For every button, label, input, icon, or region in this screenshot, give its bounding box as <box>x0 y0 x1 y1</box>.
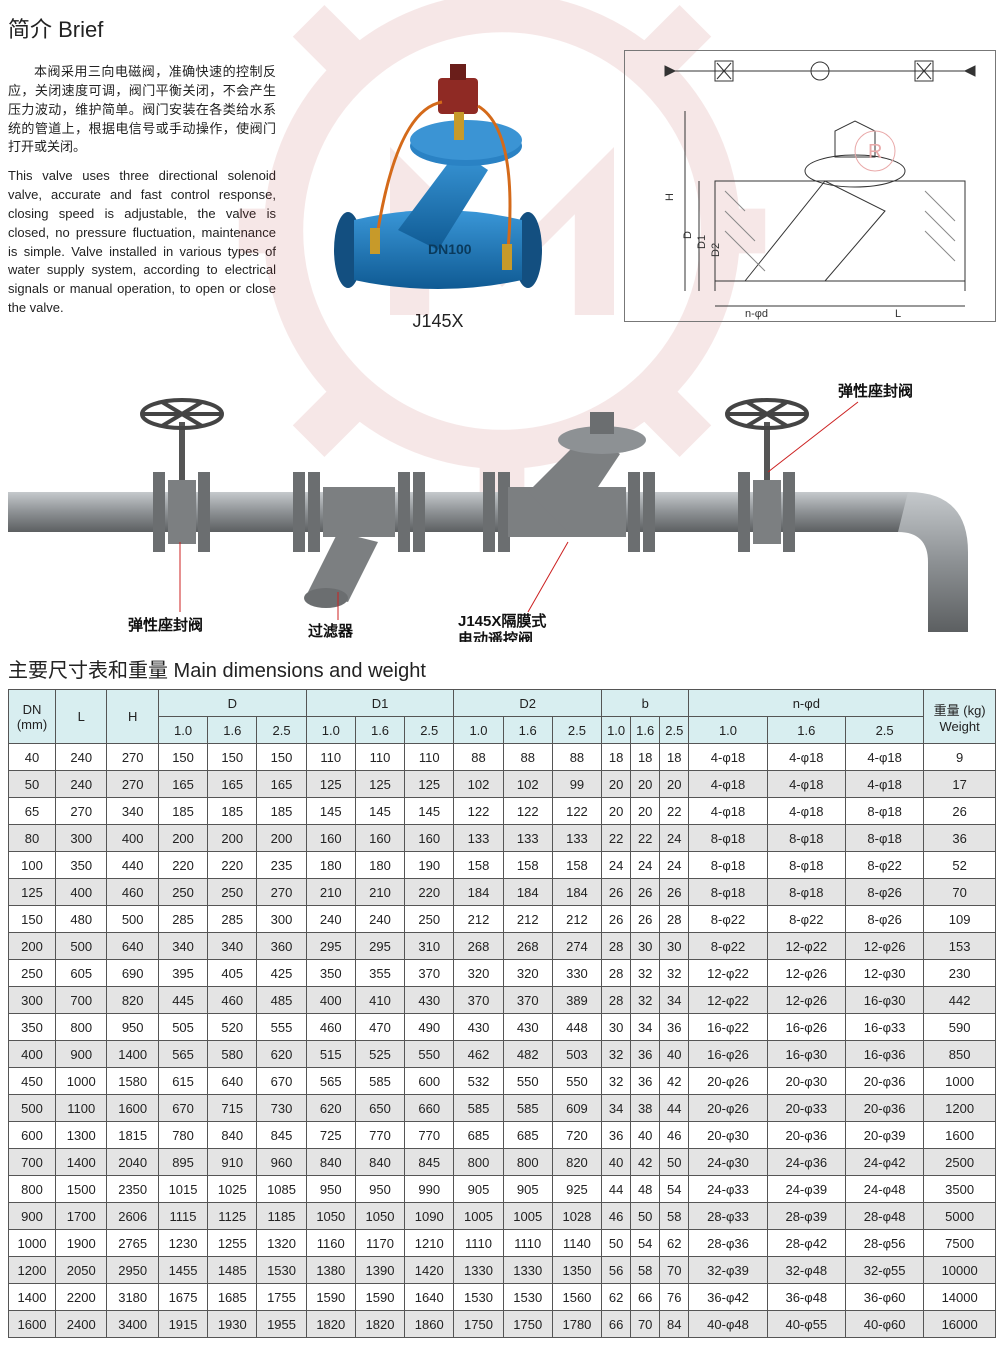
table-row: 5001100160067071573062065066058558560934… <box>9 1095 996 1122</box>
th-sub: 2.5 <box>660 717 689 744</box>
table-row: 6527034018518518514514514512212212220202… <box>9 798 996 825</box>
th-weight: 重量 (kg)Weight <box>924 690 996 744</box>
table-row: 402402701501501501101101108888881818184-… <box>9 744 996 771</box>
th-sub: 2.5 <box>552 717 601 744</box>
th-l: L <box>55 690 106 744</box>
table-row: 1003504402202202351801801901581581582424… <box>9 852 996 879</box>
th-sub: 2.5 <box>257 717 306 744</box>
th-sub: 2.5 <box>845 717 923 744</box>
th-sub: 1.6 <box>631 717 660 744</box>
label-main-valve-l1: J145X隔膜式 <box>458 612 546 630</box>
svg-text:L: L <box>895 308 901 320</box>
label-main-valve-l2: 电动遥控阀 <box>458 630 533 642</box>
table-row: 1254004602502502702102102201841841842626… <box>9 879 996 906</box>
svg-text:n-φd: n-φd <box>745 308 768 320</box>
dimension-drawing: R H D D1 D2 n-φd L <box>624 50 996 322</box>
svg-text:D2: D2 <box>710 243 722 257</box>
th-sub: 1.0 <box>689 717 767 744</box>
table-row: 1600240034001915193019551820182018601750… <box>9 1311 996 1338</box>
table-row: 4501000158061564067056558560053255055032… <box>9 1068 996 1095</box>
table-row: 7001400204089591096084084084580080082040… <box>9 1149 996 1176</box>
th-nphi: n-φd <box>689 690 924 717</box>
th-h: H <box>107 690 158 744</box>
svg-text:R: R <box>868 141 882 163</box>
label-gate-left: 弹性座封阀 <box>128 616 203 634</box>
th-sub: 1.0 <box>454 717 503 744</box>
table-row: 1200205029501455148515301380139014201330… <box>9 1257 996 1284</box>
th-d: D <box>158 690 306 717</box>
table-head: DN(mm) L H D D1 D2 b n-φd 重量 (kg)Weight … <box>9 690 996 744</box>
table-row: 9001700260611151125118510501050109010051… <box>9 1203 996 1230</box>
product-model-label: J145X <box>288 311 588 332</box>
th-sub: 1.6 <box>767 717 845 744</box>
th-d1: D1 <box>306 690 454 717</box>
table-row: 1504805002852853002402402502122122122626… <box>9 906 996 933</box>
table-row: 2005006403403403602952953102682682742830… <box>9 933 996 960</box>
table-row: 3508009505055205554604704904304304483034… <box>9 1014 996 1041</box>
brief-en: This valve uses three directional soleno… <box>8 167 276 318</box>
svg-text:D: D <box>682 231 694 239</box>
table-title: 主要尺寸表和重量 Main dimensions and weight <box>8 654 996 683</box>
th-sub: 1.0 <box>306 717 355 744</box>
table-row: 2506056903954054253503553703203203302832… <box>9 960 996 987</box>
th-sub: 1.6 <box>355 717 404 744</box>
dimensions-table: DN(mm) L H D D1 D2 b n-φd 重量 (kg)Weight … <box>8 689 996 1338</box>
th-sub: 1.6 <box>208 717 257 744</box>
table-row: 3007008204454604854004104303703703892832… <box>9 987 996 1014</box>
table-row: 6001300181578084084572577077068568572036… <box>9 1122 996 1149</box>
installation-diagram: 弹性座封阀 过滤器 J145X隔膜式 电动遥控阀 弹性座封阀 <box>8 342 996 642</box>
th-d2: D2 <box>454 690 602 717</box>
label-gate-right: 弹性座封阀 <box>838 382 913 400</box>
th-sub: 2.5 <box>405 717 454 744</box>
heading-brief: 简介 Brief <box>8 12 996 44</box>
label-strainer: 过滤器 <box>308 622 354 640</box>
table-row: 8001500235010151025108595095099090590592… <box>9 1176 996 1203</box>
table-row: 8030040020020020016016016013313313322222… <box>9 825 996 852</box>
th-sub: 1.0 <box>602 717 631 744</box>
table-row: 1000190027651230125513201160117012101110… <box>9 1230 996 1257</box>
svg-text:D1: D1 <box>696 235 708 249</box>
th-dn: DN(mm) <box>9 690 56 744</box>
table-row: 1400220031801675168517551590159016401530… <box>9 1284 996 1311</box>
table-row: 5024027016516516512512512510210299202020… <box>9 771 996 798</box>
th-sub: 1.6 <box>503 717 552 744</box>
svg-text:DN100: DN100 <box>428 241 472 257</box>
th-sub: 1.0 <box>158 717 207 744</box>
th-b: b <box>602 690 689 717</box>
product-photo: DN100 <box>308 50 568 300</box>
table-row: 4009001400565580620515525550462482503323… <box>9 1041 996 1068</box>
brief-cn: 本阀采用三向电磁阀，准确快速的控制反应，关闭速度可调，阀门平衡关闭，不会产生压力… <box>8 63 276 157</box>
svg-text:H: H <box>664 193 676 201</box>
brief-text-block: 本阀采用三向电磁阀，准确快速的控制反应，关闭速度可调，阀门平衡关闭，不会产生压力… <box>8 50 276 318</box>
